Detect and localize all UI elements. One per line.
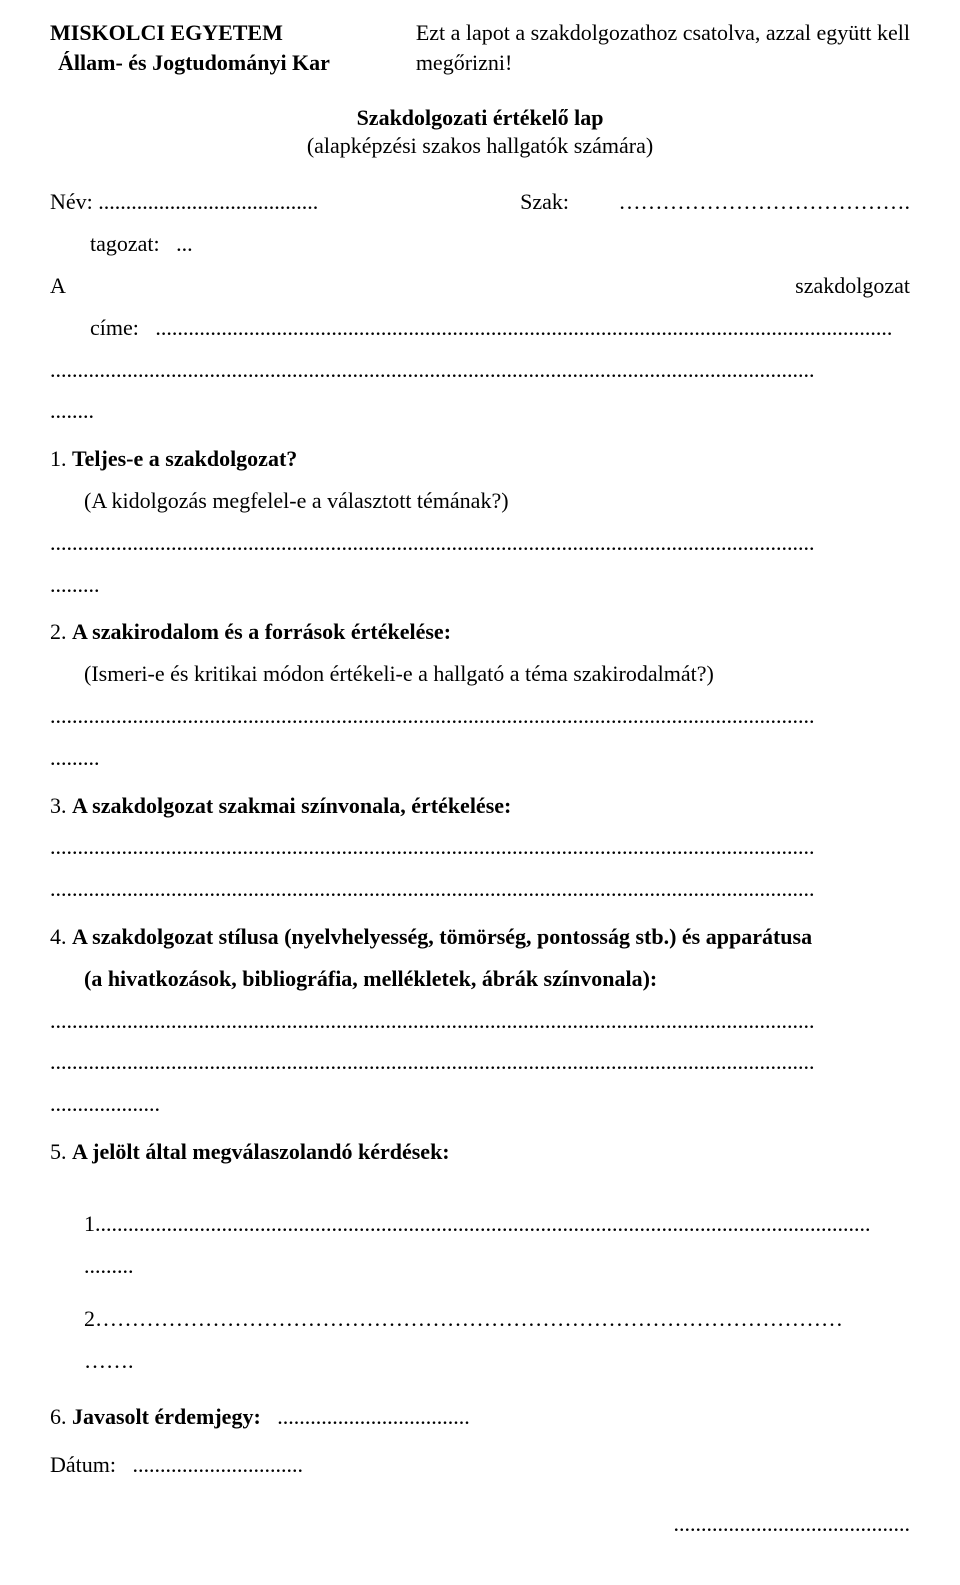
cime-dots-line2: ........................................… [50,349,910,391]
header-left: MISKOLCI EGYETEM Állam- és Jogtudományi … [50,18,330,77]
row-a-szakdolgozat: A szakdolgozat [50,265,910,307]
szak-label: Szak: [520,189,569,214]
row-name-szak: Név: ...................................… [50,181,910,223]
a-label: A [50,265,66,307]
attach-note-line2: megőrizni! [416,48,910,78]
q1-num: 1. [50,446,72,471]
q2-num: 2. [50,619,72,644]
title-sub: (alapképzési szakos hallgatók számára) [50,133,910,159]
q4-heading: 4. A szakdolgozat stílusa (nyelvhelyessé… [50,916,910,958]
q1-dots2: ......... [50,564,910,606]
q3-heading: 3. A szakdolgozat szakmai színvonala, ér… [50,785,910,827]
q5-text: A jelölt által megválaszolandó kérdések: [72,1139,450,1164]
q3-text: A szakdolgozat szakmai színvonala, érték… [72,793,511,818]
page-header: MISKOLCI EGYETEM Állam- és Jogtudományi … [50,18,910,77]
szakdolgozat-label: szakdolgozat [795,265,910,307]
q2-heading: 2. A szakirodalom és a források értékelé… [50,611,910,653]
cime-dots: ........................................… [155,315,892,340]
university-name: MISKOLCI EGYETEM [50,18,330,48]
q4-text: A szakdolgozat stílusa (nyelvhelyesség, … [72,924,812,949]
q5-item1-tail: ......... [50,1245,910,1287]
question-6: 6. Javasolt érdemjegy: .................… [50,1396,910,1438]
q3-dots2: ........................................… [50,868,910,910]
q5-items: 1.......................................… [50,1203,910,1382]
q2-text: A szakirodalom és a források értékelése: [72,619,451,644]
q6-num: 6. [50,1404,72,1429]
question-3: 3. A szakdolgozat szakmai színvonala, ér… [50,785,910,910]
datum-dots: ............................... [133,1452,304,1477]
signature-line: ........................................… [50,1503,910,1545]
q5-item2: 2………………………………………………………………………………………… [50,1298,910,1340]
q2-dots2: ......... [50,737,910,779]
attach-note-line1: Ezt a lapot a szakdolgozathoz csatolva, … [416,18,910,48]
q1-sub: (A kidolgozás megfelel-e a választott té… [50,480,910,522]
q5-heading: 5. A jelölt által megválaszolandó kérdés… [50,1131,910,1173]
q3-num: 3. [50,793,72,818]
q5-num: 5. [50,1139,72,1164]
tagozat-label: tagozat: [90,231,160,256]
q2-sub: (Ismeri-e és kritikai módon értékeli-e a… [50,653,910,695]
q1-heading: 1. Teljes-e a szakdolgozat? [50,438,910,480]
name-label: Név: [50,181,93,223]
question-1: 1. Teljes-e a szakdolgozat? (A kidolgozá… [50,438,910,605]
question-2: 2. A szakirodalom és a források értékelé… [50,611,910,778]
cime-label: címe: [90,315,139,340]
q6-text: Javasolt érdemjegy: [72,1404,261,1429]
row-datum: Dátum: ............................... [50,1444,910,1486]
q2-dots1: ........................................… [50,695,910,737]
q4-dots3: .................... [50,1083,910,1125]
q4-dots2: ........................................… [50,1041,910,1083]
szak-block: Szak: …………………………………. [520,181,910,223]
form-area: Név: ...................................… [50,181,910,1545]
title-block: Szakdolgozati értékelő lap (alapképzési … [50,105,910,159]
q5-item1: 1.......................................… [50,1203,910,1245]
faculty-name: Állam- és Jogtudományi Kar [50,48,330,78]
tagozat-dots: ... [176,231,193,256]
q1-text: Teljes-e a szakdolgozat? [72,446,297,471]
row-cime: címe: ..................................… [50,307,910,349]
q4-sub: (a hivatkozások, bibliográfia, melléklet… [50,958,910,1000]
question-5: 5. A jelölt által megválaszolandó kérdés… [50,1131,910,1382]
q4-sub-text: (a hivatkozások, bibliográfia, melléklet… [84,966,657,991]
row-tagozat: tagozat: ... [50,223,910,265]
q1-dots1: ........................................… [50,522,910,564]
datum-label: Dátum: [50,1452,116,1477]
q4-num: 4. [50,924,72,949]
name-dots: ........................................ [98,181,318,223]
szak-dots: …………………………………. [619,189,911,214]
q6-dots: ................................... [277,1404,470,1429]
title-main: Szakdolgozati értékelő lap [50,105,910,131]
header-right: Ezt a lapot a szakdolgozathoz csatolva, … [416,18,910,77]
question-4: 4. A szakdolgozat stílusa (nyelvhelyessé… [50,916,910,1125]
q3-dots1: ........................................… [50,826,910,868]
q4-dots1: ........................................… [50,1000,910,1042]
q5-item2-tail: ……. [50,1340,910,1382]
cime-dots-line3: ........ [50,390,910,432]
